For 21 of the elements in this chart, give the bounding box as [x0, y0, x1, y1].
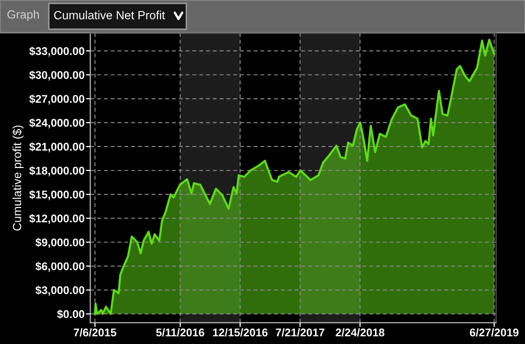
- y-tick-label: $3,000.00: [35, 286, 84, 296]
- x-tick-label: 5/11/2016: [156, 328, 204, 336]
- x-tick-label: 12/15/2016: [213, 328, 268, 336]
- y-tick-label: $21,000.00: [29, 142, 84, 152]
- y-tick-label: $6,000.00: [35, 262, 84, 272]
- y-tick-label: $18,000.00: [29, 166, 84, 176]
- x-tick-label: 7/6/2015: [74, 328, 116, 336]
- y-tick-label: $30,000.00: [29, 70, 84, 81]
- y-tick-label: $9,000.00: [35, 238, 84, 248]
- y-tick-label: $24,000.00: [29, 118, 84, 128]
- x-tick-label: 6/27/2019: [470, 328, 519, 336]
- x-tick-label: 7/21/2017: [276, 328, 324, 336]
- y-tick-label: $15,000.00: [29, 190, 84, 200]
- x-tick-label: 2/24/2018: [336, 328, 384, 336]
- y-tick-label: $12,000.00: [29, 214, 84, 224]
- y-tick-label: $33,000.00: [29, 46, 84, 57]
- y-tick-label: $0.00: [57, 310, 84, 319]
- text: Graph: [7, 10, 39, 21]
- text: Cumulative Net Profit: [54, 10, 165, 20]
- y-tick-label: $27,000.00: [29, 94, 84, 104]
- y-axis-title: Cumulative profit ($): [12, 126, 24, 231]
